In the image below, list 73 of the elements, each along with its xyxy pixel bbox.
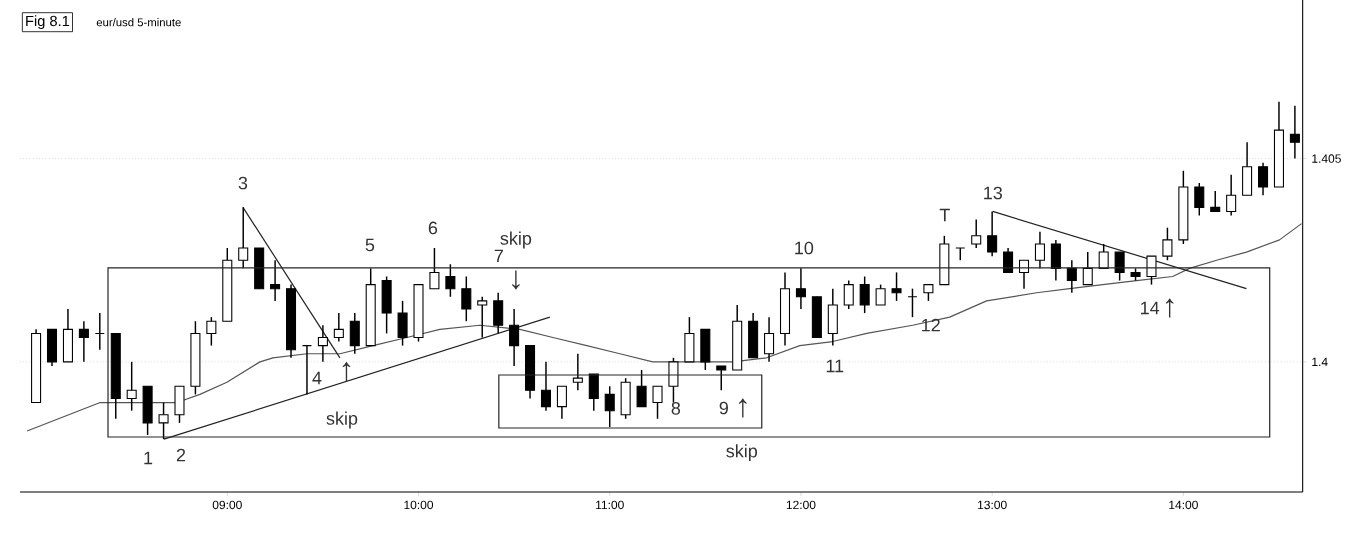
candlestick xyxy=(971,218,982,249)
candlestick xyxy=(1210,190,1221,213)
candlestick xyxy=(1226,174,1237,217)
candlestick xyxy=(206,316,217,347)
candlestick xyxy=(477,296,488,339)
candlestick xyxy=(461,275,472,322)
y-tick-label: 1.405 xyxy=(1312,154,1341,163)
candlestick xyxy=(795,267,806,310)
candlestick xyxy=(445,263,456,298)
candlestick xyxy=(1114,251,1125,282)
annotation: 1 xyxy=(144,451,153,465)
candlestick xyxy=(987,210,998,257)
annotation: 13 xyxy=(984,186,1003,200)
annotation: skip xyxy=(500,231,532,249)
candlestick xyxy=(716,365,727,392)
annotation: 4 xyxy=(312,371,322,385)
x-tick-label: 14:00 xyxy=(1169,500,1198,510)
annotation: skip xyxy=(726,444,758,462)
annotation: T xyxy=(939,208,950,222)
candlestick xyxy=(1098,243,1109,270)
text: eur/usd 5-minute xyxy=(96,18,181,27)
candlestick xyxy=(333,312,344,343)
annotation: 2 xyxy=(176,448,186,462)
candlestick xyxy=(1162,226,1173,261)
annotation: ↑ xyxy=(1165,298,1174,318)
candlestick xyxy=(843,279,854,310)
candlestick xyxy=(540,361,552,412)
annotation: 6 xyxy=(428,221,438,235)
annotation: 10 xyxy=(795,241,814,255)
candlestick xyxy=(1146,255,1157,286)
candlestick xyxy=(238,206,249,270)
candlestick xyxy=(78,320,89,363)
candlestick xyxy=(764,316,775,363)
candlestick xyxy=(126,361,137,412)
candlestick xyxy=(1289,104,1300,160)
text: Fig 8.1 xyxy=(26,15,70,30)
candlestick xyxy=(270,259,281,302)
x-tick-label: 10:00 xyxy=(404,500,434,510)
annotation: 5 xyxy=(365,238,375,252)
annotation: 11 xyxy=(826,359,844,373)
candlestick xyxy=(891,271,902,302)
annotation: 7 xyxy=(494,249,503,263)
candlestick xyxy=(509,308,520,367)
annotation: ↑ xyxy=(342,361,351,381)
annotation: ↑ xyxy=(739,398,747,418)
x-tick-label: 09:00 xyxy=(212,500,242,510)
annotation: 14 xyxy=(1141,301,1160,315)
x-tick-label: 11:00 xyxy=(596,500,624,510)
annotation: skip xyxy=(326,411,358,429)
x-tick-label: 12:00 xyxy=(786,500,816,510)
candlestick xyxy=(1082,251,1093,286)
candlestick xyxy=(429,247,440,290)
annotation: 12 xyxy=(922,318,940,332)
annotation: 3 xyxy=(238,176,248,190)
candlestick xyxy=(1034,231,1045,270)
annotation: ↓ xyxy=(512,270,520,290)
candlestick xyxy=(859,275,870,314)
candlestick xyxy=(556,385,567,420)
annotation: 9 xyxy=(719,401,728,415)
x-tick-label: 13:00 xyxy=(978,500,1007,510)
candlestick xyxy=(158,401,169,440)
candlestick xyxy=(875,283,886,306)
candlestick xyxy=(1003,247,1014,274)
candlestick xyxy=(1258,161,1269,196)
y-tick-label: 1.4 xyxy=(1312,357,1328,366)
candlestick xyxy=(572,353,583,392)
candlestick xyxy=(604,385,615,428)
candlestick xyxy=(636,369,647,408)
candlestick xyxy=(1194,182,1205,217)
annotation: 8 xyxy=(671,401,681,415)
candlestick xyxy=(317,324,328,363)
candlestick xyxy=(1066,259,1077,294)
candlestick xyxy=(652,385,663,420)
